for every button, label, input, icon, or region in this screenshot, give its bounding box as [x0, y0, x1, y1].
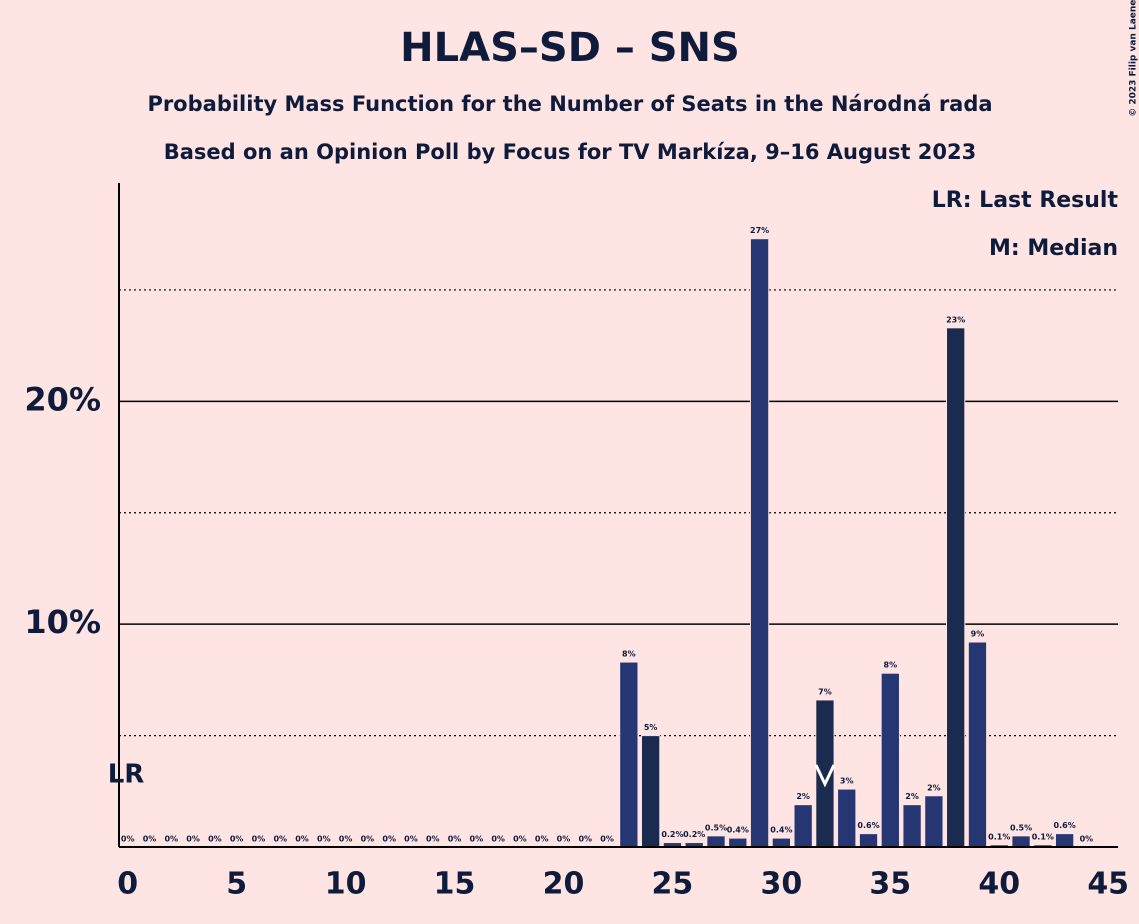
value-label: 0.4%	[727, 826, 749, 835]
value-label: 7%	[818, 687, 832, 696]
value-label: 0%	[208, 835, 222, 844]
x-tick-label: 35	[869, 867, 911, 902]
chart-title: HLAS–SD – SNS	[400, 25, 740, 71]
value-label: 3%	[840, 777, 854, 786]
bar	[858, 833, 879, 848]
value-label: 0.1%	[988, 832, 1010, 841]
bar	[793, 804, 813, 848]
value-label: 0%	[186, 835, 200, 844]
x-tick-label: 15	[434, 867, 476, 902]
value-label: 0.6%	[1054, 821, 1076, 830]
value-label: 0%	[121, 835, 135, 844]
x-tick-label: 20	[543, 867, 585, 902]
value-label: 2%	[927, 783, 941, 792]
bar	[967, 641, 988, 848]
copyright: © 2023 Filip van Laenen	[1129, 0, 1139, 117]
value-label: 27%	[750, 226, 769, 235]
value-label: 0%	[361, 835, 375, 844]
y-tick-label: 20%	[24, 380, 101, 418]
value-label: 0%	[404, 835, 418, 844]
bar	[771, 837, 792, 848]
value-label: 2%	[796, 792, 810, 801]
value-label: 0%	[295, 835, 309, 844]
last-result-label: LR	[108, 760, 145, 790]
value-label: 0%	[491, 835, 505, 844]
bar	[1011, 835, 1031, 848]
median-marker	[814, 764, 836, 788]
bar	[924, 795, 944, 848]
bar	[1054, 833, 1075, 848]
value-label: 23%	[946, 315, 965, 324]
bar	[837, 788, 857, 848]
value-label: 0.2%	[661, 830, 683, 839]
x-tick-label: 0	[117, 867, 138, 902]
value-label: 9%	[971, 630, 985, 639]
value-label: 0%	[557, 835, 571, 844]
x-tick-label: 10	[325, 867, 367, 902]
value-label: 0.1%	[1032, 832, 1054, 841]
value-label: 0%	[317, 835, 331, 844]
x-tick-label: 25	[652, 867, 694, 902]
legend-entry: M: Median	[989, 236, 1118, 261]
bar	[640, 735, 661, 848]
bar	[880, 672, 900, 848]
value-label: 8%	[884, 661, 898, 670]
x-tick-label: 45	[1087, 867, 1129, 902]
value-label: 0%	[164, 835, 178, 844]
value-label: 0%	[600, 835, 614, 844]
x-tick-label: 30	[760, 867, 802, 902]
bar	[749, 238, 770, 848]
bar	[946, 327, 966, 848]
value-label: 5%	[644, 723, 658, 732]
bar	[902, 804, 922, 848]
value-label: 0%	[382, 835, 396, 844]
subtitle: Probability Mass Function for the Number…	[147, 92, 992, 116]
value-label: 0.4%	[770, 826, 792, 835]
value-label: 2%	[905, 792, 919, 801]
legend-entry: LR: Last Result	[932, 188, 1119, 213]
value-label: 0%	[230, 835, 244, 844]
value-label: 0%	[252, 835, 266, 844]
value-label: 0%	[535, 835, 549, 844]
value-label: 0%	[578, 835, 592, 844]
x-tick-label: 5	[226, 867, 247, 902]
x-tick-label: 40	[978, 867, 1020, 902]
bar	[706, 835, 726, 848]
y-tick-label: 10%	[24, 603, 101, 641]
value-label: 0%	[143, 835, 157, 844]
value-label: 0.6%	[857, 821, 879, 830]
value-label: 0%	[426, 835, 440, 844]
bar	[728, 837, 748, 848]
value-label: 0%	[448, 835, 462, 844]
value-label: 8%	[622, 650, 636, 659]
subtitle: Based on an Opinion Poll by Focus for TV…	[164, 140, 977, 164]
value-label: 0.2%	[683, 830, 705, 839]
value-label: 0%	[339, 835, 353, 844]
value-label: 0%	[513, 835, 527, 844]
value-label: 0%	[1080, 835, 1094, 844]
bar	[619, 661, 639, 848]
value-label: 0%	[273, 835, 287, 844]
value-label: 0.5%	[1010, 823, 1032, 832]
value-label: 0%	[470, 835, 484, 844]
value-label: 0.5%	[705, 823, 727, 832]
